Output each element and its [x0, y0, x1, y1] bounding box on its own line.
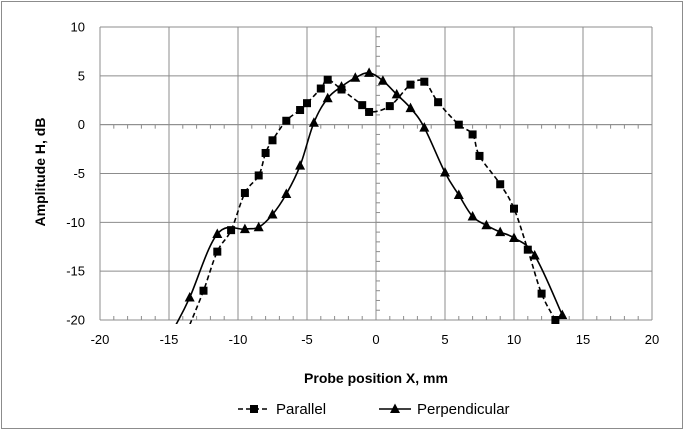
square-marker	[454, 120, 463, 129]
triangle-marker	[419, 122, 430, 132]
x-axis-title: Probe position X, mm	[304, 370, 448, 386]
series-line	[189, 78, 557, 324]
legend-item-parallel: Parallel	[238, 401, 326, 418]
legend: Parallel Perpendicular	[238, 401, 510, 418]
square-marker	[296, 106, 305, 115]
y-axis-title: Amplitude H, dB	[32, 118, 48, 227]
triangle-marker	[467, 210, 478, 221]
square-marker	[240, 189, 249, 198]
square-marker	[199, 286, 208, 295]
triangle-marker	[350, 72, 361, 82]
square-marker	[316, 84, 325, 93]
square-marker	[523, 245, 532, 254]
y-tick-label: 0	[78, 117, 85, 132]
square-marker	[420, 77, 429, 86]
triangle-marker	[239, 223, 250, 234]
series-parallel	[189, 75, 560, 324]
square-marker	[434, 98, 443, 107]
triangle-marker	[295, 160, 306, 170]
y-tick-label: -15	[66, 264, 85, 279]
x-tick-label: -15	[160, 332, 179, 347]
square-marker	[551, 316, 560, 324]
square-marker	[303, 99, 311, 108]
triangle-marker	[336, 81, 347, 91]
triangle-marker	[364, 67, 375, 77]
series-perpendicular	[175, 67, 568, 324]
square-marker	[254, 171, 263, 180]
legend-item-perpendicular: Perpendicular	[379, 401, 510, 418]
square-marker	[537, 289, 546, 298]
triangle-marker	[377, 75, 388, 85]
square-marker	[227, 226, 236, 235]
triangle-marker	[509, 232, 519, 242]
triangle-marker	[405, 102, 416, 113]
x-tick-label: -20	[91, 332, 110, 347]
square-marker	[213, 247, 222, 256]
y-tick-label: -10	[66, 215, 85, 230]
x-tick-label: 20	[645, 332, 659, 347]
legend-label: Perpendicular	[417, 401, 510, 418]
y-tick-label: -20	[66, 313, 85, 328]
x-tick-label: -5	[301, 332, 313, 347]
triangle-marker	[391, 88, 402, 99]
square-marker	[261, 148, 270, 157]
tick-labels: -20 -15 -10 -5 0 5 10 15 20 -20 -15 -10 -5 0 5 10	[66, 20, 659, 348]
y-tick-label: 5	[78, 68, 85, 83]
x-tick-label: 5	[441, 332, 448, 347]
square-marker	[268, 136, 277, 145]
y-tick-label: -5	[73, 166, 85, 181]
triangle-marker	[267, 209, 278, 219]
legend-marker	[250, 405, 258, 413]
triangle-marker	[212, 228, 223, 239]
triangle-marker	[322, 92, 333, 103]
plot-area	[175, 67, 568, 324]
triangle-marker	[253, 221, 264, 232]
x-tick-label: 10	[507, 332, 521, 347]
triangle-marker	[529, 250, 540, 260]
square-marker	[510, 204, 518, 213]
square-marker	[358, 101, 367, 110]
triangle-marker	[308, 117, 319, 127]
y-tick-label: 10	[71, 20, 85, 35]
triangle-marker	[495, 226, 506, 237]
triangle-marker	[281, 188, 292, 199]
x-tick-label: -10	[229, 332, 248, 347]
square-marker	[365, 107, 374, 116]
square-marker	[475, 151, 484, 160]
square-marker	[323, 75, 332, 84]
triangle-marker	[481, 219, 492, 230]
legend-label: Parallel	[276, 401, 326, 418]
square-marker	[496, 180, 505, 189]
square-marker	[385, 102, 394, 111]
triangle-marker	[184, 292, 195, 302]
triangle-marker	[453, 189, 464, 199]
legend-marker	[390, 403, 400, 413]
square-marker	[406, 80, 415, 89]
square-marker	[282, 116, 291, 125]
triangle-marker	[557, 309, 568, 320]
x-tick-label: 0	[372, 332, 379, 347]
x-tick-label: 15	[576, 332, 590, 347]
square-marker	[468, 130, 477, 139]
triangle-marker	[440, 167, 450, 177]
